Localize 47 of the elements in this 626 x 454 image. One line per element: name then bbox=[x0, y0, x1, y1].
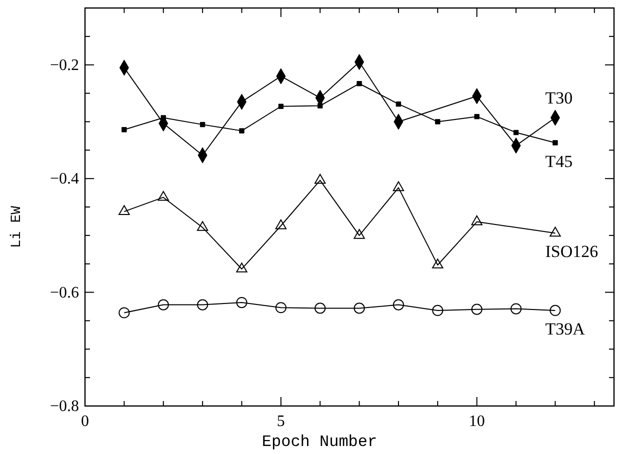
series-label: ISO126 bbox=[545, 242, 598, 262]
point bbox=[432, 258, 444, 268]
legend-label: T39A bbox=[545, 319, 586, 338]
point bbox=[314, 302, 326, 314]
y-tick-label: −0.8 bbox=[50, 398, 79, 415]
point bbox=[236, 296, 248, 308]
point bbox=[432, 304, 444, 316]
point bbox=[392, 299, 404, 310]
point bbox=[158, 299, 169, 310]
point bbox=[275, 302, 286, 314]
point bbox=[196, 221, 208, 231]
point bbox=[356, 81, 362, 86]
point bbox=[354, 229, 365, 239]
point bbox=[200, 122, 206, 128]
point bbox=[278, 104, 284, 109]
point bbox=[236, 262, 248, 272]
y-tick-label: −0.2 bbox=[50, 56, 79, 74]
point bbox=[552, 140, 558, 146]
point bbox=[239, 128, 244, 134]
y-tick-label: −0.6 bbox=[50, 284, 79, 302]
point bbox=[550, 226, 561, 237]
point bbox=[275, 219, 287, 230]
point bbox=[471, 304, 482, 315]
legend-label: T45 bbox=[545, 152, 573, 171]
point bbox=[392, 181, 404, 192]
x-tick-label: 5 bbox=[276, 413, 285, 430]
point bbox=[510, 303, 522, 314]
point bbox=[318, 103, 323, 108]
point bbox=[550, 304, 561, 316]
point bbox=[314, 174, 326, 184]
point bbox=[118, 307, 130, 318]
point bbox=[122, 127, 127, 132]
y-axis-title: Li EW bbox=[9, 205, 25, 248]
point bbox=[435, 119, 440, 124]
y-tick-label: −0.4 bbox=[50, 170, 79, 188]
point bbox=[396, 101, 402, 107]
point bbox=[354, 302, 365, 314]
point bbox=[197, 299, 208, 310]
point bbox=[158, 190, 169, 201]
x-tick-label: 0 bbox=[81, 413, 89, 430]
x-axis-title: Epoch Number bbox=[262, 433, 378, 451]
point bbox=[474, 114, 480, 120]
legend-label: T30 bbox=[545, 88, 573, 108]
x-tick-label: 10 bbox=[468, 413, 485, 430]
point bbox=[471, 215, 482, 226]
point bbox=[118, 205, 130, 215]
point bbox=[513, 130, 519, 136]
